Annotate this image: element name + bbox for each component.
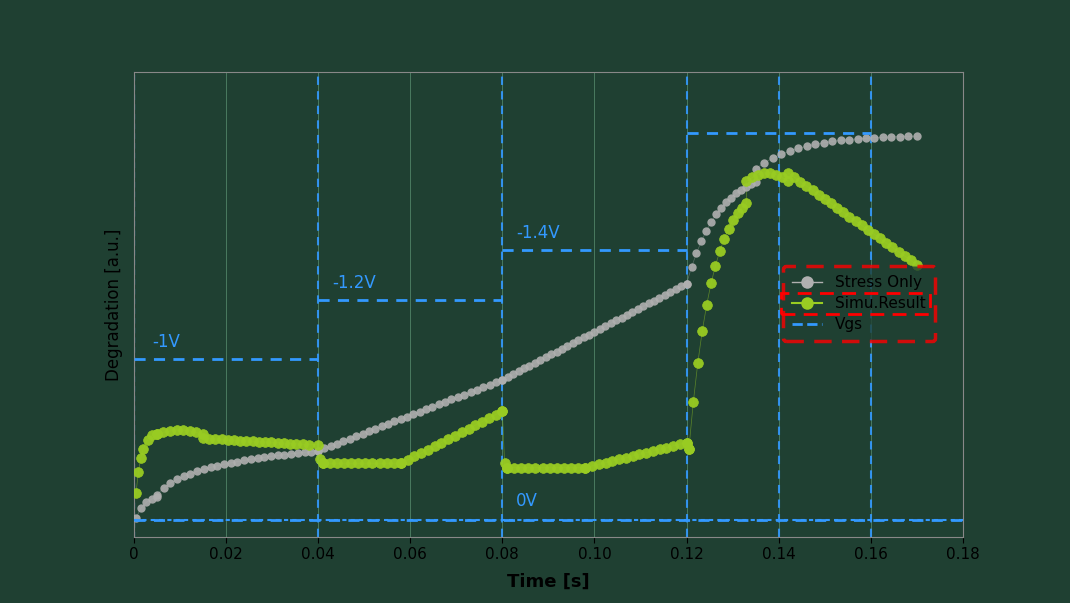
Text: -1V: -1V [152, 332, 180, 350]
X-axis label: Time [s]: Time [s] [507, 573, 590, 591]
Y-axis label: Degradation [a.u.]: Degradation [a.u.] [105, 229, 123, 380]
Legend: Stress Only, Simu.Result, Vgs: Stress Only, Simu.Result, Vgs [783, 266, 934, 341]
Text: -1.4V: -1.4V [516, 224, 560, 242]
Text: -1.2V: -1.2V [332, 274, 376, 292]
Text: 0V: 0V [516, 492, 538, 510]
Bar [781, 293, 931, 314]
